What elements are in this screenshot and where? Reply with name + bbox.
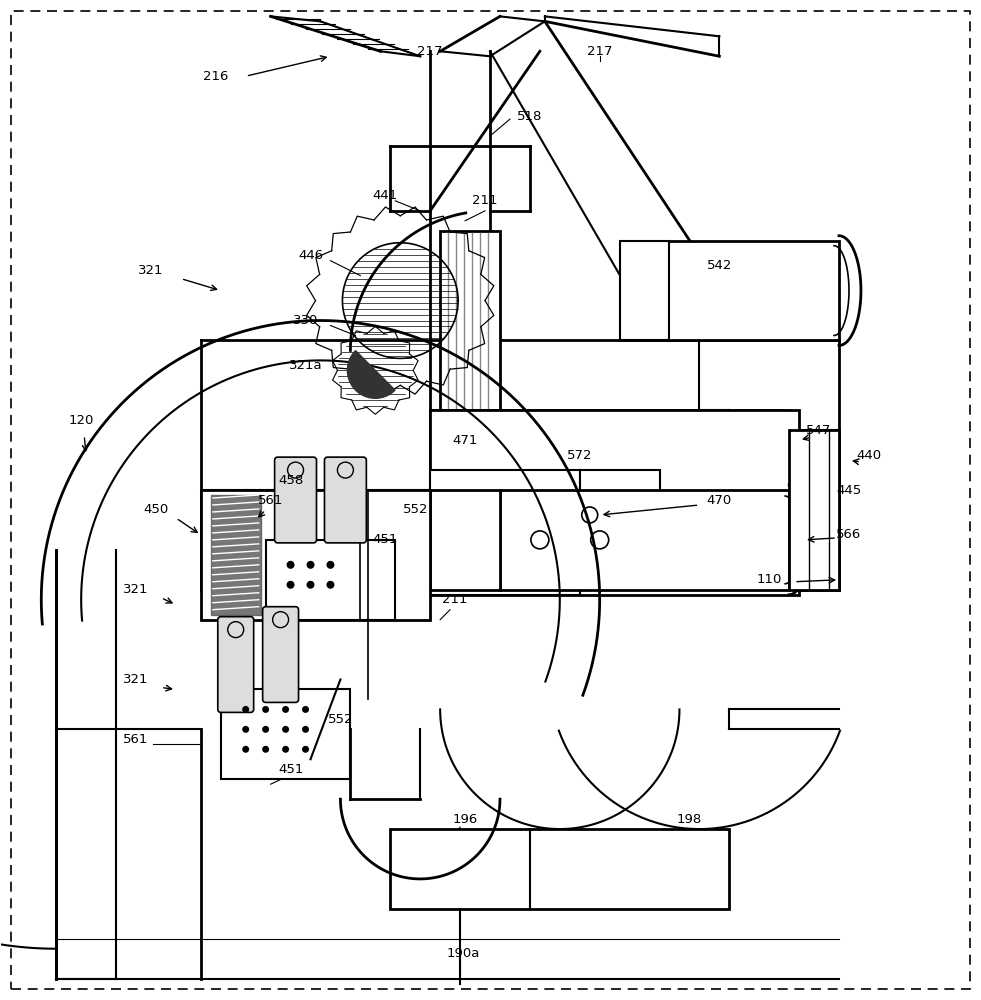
Text: 110: 110 <box>756 573 782 586</box>
Text: 566: 566 <box>837 528 861 541</box>
Text: 216: 216 <box>203 70 229 83</box>
Text: 120: 120 <box>69 414 94 427</box>
Circle shape <box>286 581 294 589</box>
FancyBboxPatch shape <box>275 457 317 543</box>
Bar <box>201 490 431 620</box>
Text: 321: 321 <box>124 583 149 596</box>
Circle shape <box>327 581 335 589</box>
Bar <box>440 231 500 410</box>
Text: 211: 211 <box>442 593 468 606</box>
Text: 196: 196 <box>452 813 478 826</box>
Text: 471: 471 <box>452 434 478 447</box>
Text: 518: 518 <box>517 110 542 123</box>
Bar <box>580 470 659 530</box>
Text: 451: 451 <box>278 763 303 776</box>
Polygon shape <box>211 495 261 615</box>
Bar <box>431 410 789 470</box>
Circle shape <box>242 726 249 733</box>
Text: 451: 451 <box>373 533 398 546</box>
Circle shape <box>302 706 309 713</box>
Bar <box>789 430 839 590</box>
Bar <box>620 241 839 340</box>
Text: 547: 547 <box>806 424 832 437</box>
Text: 561: 561 <box>258 493 284 506</box>
Bar <box>500 490 789 590</box>
Bar <box>221 689 350 779</box>
Text: 441: 441 <box>373 189 398 202</box>
Bar <box>431 470 580 595</box>
Circle shape <box>262 726 269 733</box>
Text: 217: 217 <box>587 45 612 58</box>
Polygon shape <box>347 351 395 398</box>
Circle shape <box>262 746 269 753</box>
Circle shape <box>242 706 249 713</box>
FancyBboxPatch shape <box>218 617 254 712</box>
Text: 470: 470 <box>706 493 732 506</box>
Text: 217: 217 <box>418 45 442 58</box>
Bar <box>266 540 395 620</box>
Circle shape <box>242 746 249 753</box>
Circle shape <box>283 746 289 753</box>
Text: 572: 572 <box>567 449 593 462</box>
Text: 446: 446 <box>298 249 323 262</box>
Bar <box>620 241 669 340</box>
Text: 552: 552 <box>328 713 353 726</box>
Circle shape <box>302 746 309 753</box>
Text: 440: 440 <box>856 449 882 462</box>
Text: 552: 552 <box>402 503 428 516</box>
FancyBboxPatch shape <box>325 457 366 543</box>
Bar <box>390 829 729 909</box>
Text: 561: 561 <box>124 733 149 746</box>
Text: 321: 321 <box>138 264 164 277</box>
Text: 211: 211 <box>472 194 497 207</box>
Bar <box>431 410 800 595</box>
Bar <box>431 490 500 590</box>
Text: 321a: 321a <box>288 359 323 372</box>
Text: 458: 458 <box>278 474 303 487</box>
FancyBboxPatch shape <box>263 607 298 702</box>
Text: 330: 330 <box>293 314 318 327</box>
Text: 445: 445 <box>837 484 861 497</box>
Circle shape <box>286 561 294 569</box>
Text: 190a: 190a <box>446 947 480 960</box>
Circle shape <box>262 706 269 713</box>
Circle shape <box>327 561 335 569</box>
Circle shape <box>302 726 309 733</box>
Text: 198: 198 <box>677 813 702 826</box>
Circle shape <box>306 581 315 589</box>
Text: 450: 450 <box>143 503 169 516</box>
Circle shape <box>306 561 315 569</box>
Text: 321: 321 <box>124 673 149 686</box>
Circle shape <box>283 706 289 713</box>
Text: 542: 542 <box>706 259 732 272</box>
Circle shape <box>283 726 289 733</box>
